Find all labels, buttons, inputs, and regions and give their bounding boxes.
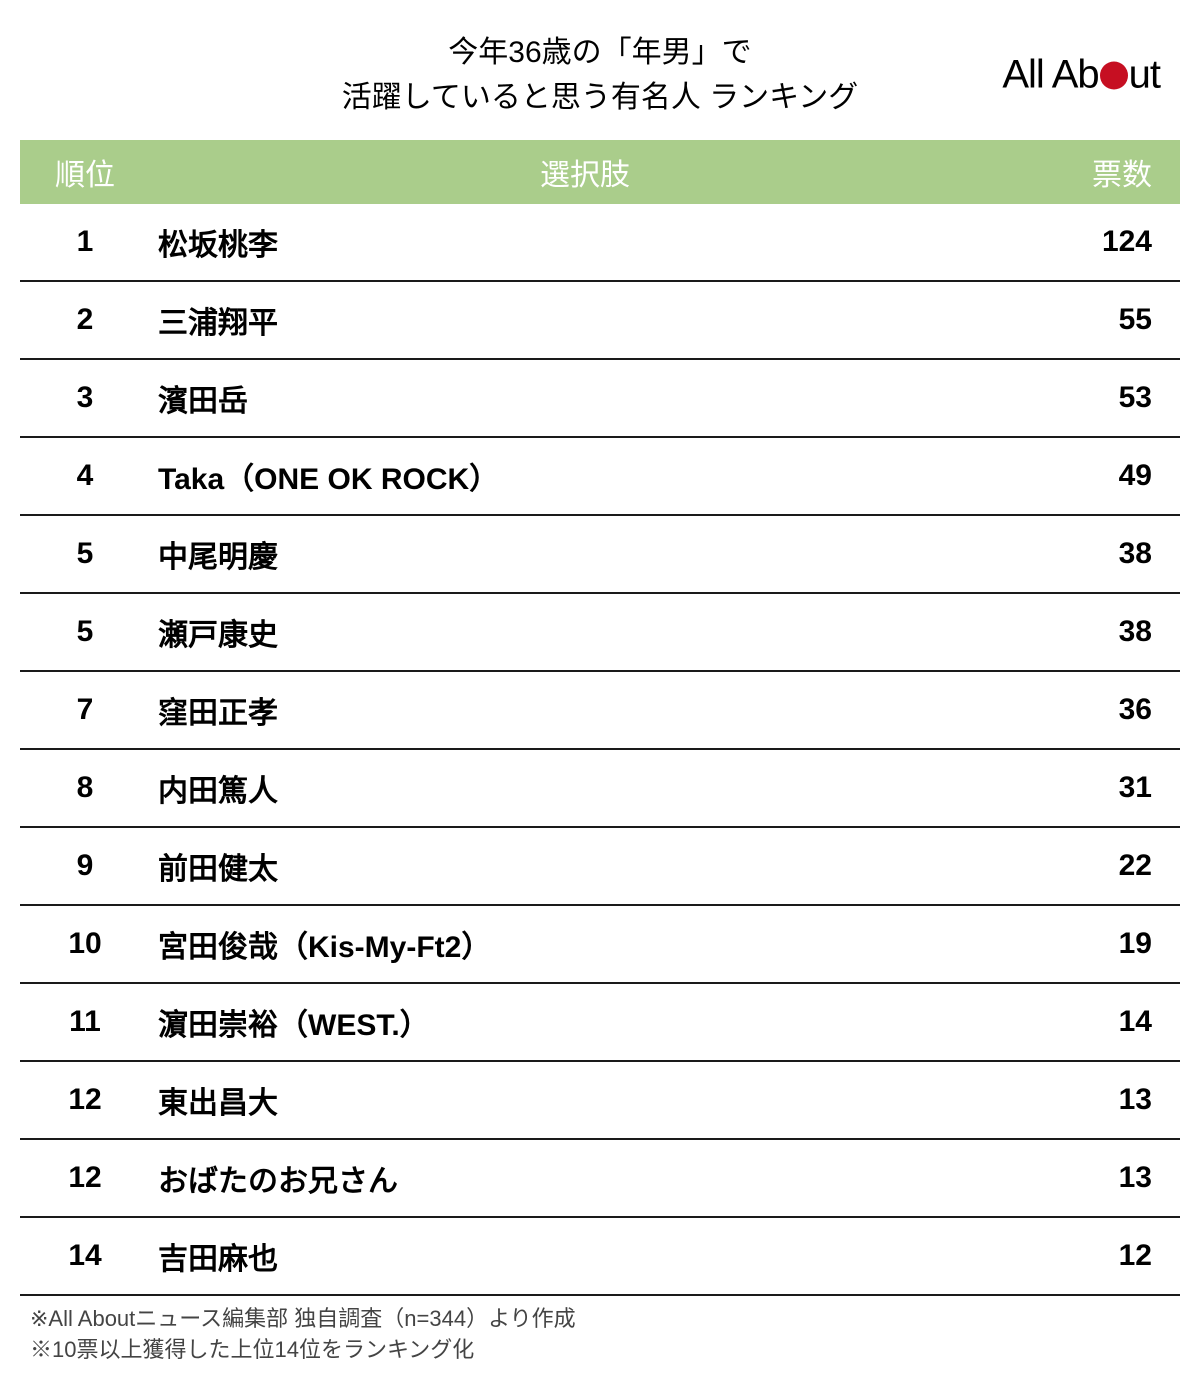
cell-rank: 12 [20, 1139, 150, 1217]
cell-votes: 13 [1020, 1139, 1180, 1217]
footnote-1: ※All Aboutニュース編集部 独自調査（n=344）より作成 [30, 1304, 1180, 1335]
cell-name: 前田健太 [150, 827, 1020, 905]
cell-rank: 12 [20, 1061, 150, 1139]
cell-votes: 12 [1020, 1217, 1180, 1295]
ranking-card: 今年36歳の「年男」で 活躍していると思う有名人 ランキング All Abut … [0, 0, 1200, 1386]
cell-name: 松坂桃李 [150, 204, 1020, 281]
cell-rank: 9 [20, 827, 150, 905]
table-row: 10宮田俊哉（Kis-My-Ft2）19 [20, 905, 1180, 983]
cell-rank: 8 [20, 749, 150, 827]
title-line-2: 活躍していると思う有名人 ランキング [342, 75, 859, 120]
cell-name: 瀬戸康史 [150, 593, 1020, 671]
cell-rank: 5 [20, 593, 150, 671]
cell-rank: 14 [20, 1217, 150, 1295]
cell-rank: 11 [20, 983, 150, 1061]
table-row: 14吉田麻也12 [20, 1217, 1180, 1295]
cell-votes: 31 [1020, 749, 1180, 827]
page-title: 今年36歳の「年男」で 活躍していると思う有名人 ランキング [342, 30, 859, 120]
ranking-table: 順位 選択肢 票数 1松坂桃李1242三浦翔平553濱田岳534Taka（ONE… [20, 140, 1180, 1296]
col-header-rank: 順位 [20, 140, 150, 204]
cell-rank: 3 [20, 359, 150, 437]
cell-votes: 13 [1020, 1061, 1180, 1139]
cell-votes: 38 [1020, 593, 1180, 671]
cell-votes: 49 [1020, 437, 1180, 515]
cell-votes: 124 [1020, 204, 1180, 281]
table-row: 12東出昌大13 [20, 1061, 1180, 1139]
cell-name: おばたのお兄さん [150, 1139, 1020, 1217]
cell-rank: 7 [20, 671, 150, 749]
table-row: 8内田篤人31 [20, 749, 1180, 827]
col-header-name: 選択肢 [150, 140, 1020, 204]
title-line-1: 今年36歳の「年男」で [342, 30, 859, 75]
cell-rank: 4 [20, 437, 150, 515]
cell-name: 内田篤人 [150, 749, 1020, 827]
table-row: 1松坂桃李124 [20, 204, 1180, 281]
footnote-2: ※10票以上獲得した上位14位をランキング化 [30, 1335, 1180, 1366]
cell-name: 濵田崇裕（WEST.） [150, 983, 1020, 1061]
footnotes: ※All Aboutニュース編集部 独自調査（n=344）より作成 ※10票以上… [20, 1304, 1180, 1366]
cell-name: 濱田岳 [150, 359, 1020, 437]
table-row: 4Taka（ONE OK ROCK）49 [20, 437, 1180, 515]
cell-name: 吉田麻也 [150, 1217, 1020, 1295]
logo-dot-icon [1100, 62, 1128, 90]
table-row: 11濵田崇裕（WEST.）14 [20, 983, 1180, 1061]
col-header-votes: 票数 [1020, 140, 1180, 204]
cell-rank: 5 [20, 515, 150, 593]
cell-name: 中尾明慶 [150, 515, 1020, 593]
cell-name: 東出昌大 [150, 1061, 1020, 1139]
table-row: 7窪田正孝36 [20, 671, 1180, 749]
cell-votes: 19 [1020, 905, 1180, 983]
cell-votes: 55 [1020, 281, 1180, 359]
table-row: 2三浦翔平55 [20, 281, 1180, 359]
cell-votes: 53 [1020, 359, 1180, 437]
table-row: 5中尾明慶38 [20, 515, 1180, 593]
cell-rank: 1 [20, 204, 150, 281]
header: 今年36歳の「年男」で 活躍していると思う有名人 ランキング All Ab ut [20, 30, 1180, 120]
cell-name: 宮田俊哉（Kis-My-Ft2） [150, 905, 1020, 983]
cell-name: 三浦翔平 [150, 281, 1020, 359]
cell-votes: 36 [1020, 671, 1180, 749]
table-row: 9前田健太22 [20, 827, 1180, 905]
cell-name: 窪田正孝 [150, 671, 1020, 749]
allabout-logo: All Ab ut [1002, 53, 1160, 98]
cell-votes: 14 [1020, 983, 1180, 1061]
cell-votes: 22 [1020, 827, 1180, 905]
cell-rank: 10 [20, 905, 150, 983]
cell-rank: 2 [20, 281, 150, 359]
table-header-row: 順位 選択肢 票数 [20, 140, 1180, 204]
logo-text-prefix: All Ab [1002, 53, 1098, 97]
cell-votes: 38 [1020, 515, 1180, 593]
logo-text-suffix: ut [1129, 53, 1160, 97]
cell-name: Taka（ONE OK ROCK） [150, 437, 1020, 515]
table-row: 3濱田岳53 [20, 359, 1180, 437]
table-row: 5瀬戸康史38 [20, 593, 1180, 671]
table-row: 12おばたのお兄さん13 [20, 1139, 1180, 1217]
